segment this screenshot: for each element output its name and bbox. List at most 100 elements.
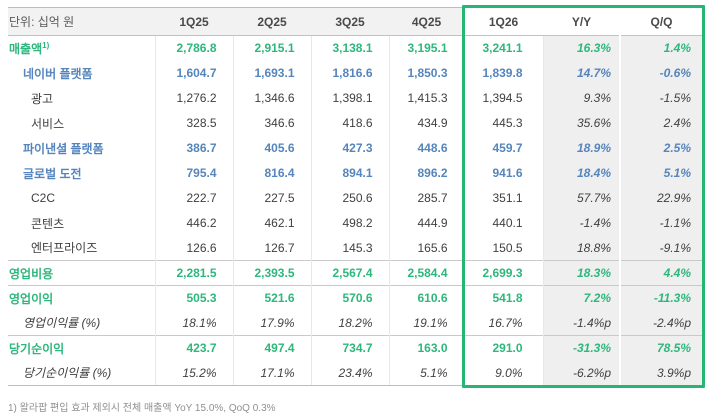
row-financial-platform: 파이낸셜 플랫폼 386.7 405.6 427.3 448.6 459.7 18.9% 2.… <box>8 135 703 161</box>
cell-c2c-yy: 57.7% <box>542 185 620 211</box>
cell-operating-expenses-2q25: 2,393.5 <box>232 260 311 286</box>
cell-advertising-4q25: 1,415.3 <box>388 85 464 111</box>
cell-services-yy: 35.6% <box>542 110 620 136</box>
row-naver-platform: 네이버 플랫폼 1,604.7 1,693.1 1,816.6 1,850.3 1,839… <box>8 60 703 86</box>
column-header-1q26: 1Q26 <box>464 7 543 36</box>
cell-content-qq: -1.1% <box>619 210 703 236</box>
cell-content-3q25: 498.2 <box>310 210 389 236</box>
cell-advertising-qq: -1.5% <box>619 85 703 111</box>
cell-enterprise-4q25: 165.6 <box>388 235 464 261</box>
row-label-operating-expenses: 영업비용 <box>8 260 155 286</box>
row-net-profit: 당기순이익 423.7 497.4 734.7 163.0 291.0 -31.3% 78.5… <box>8 335 703 361</box>
cell-net-margin-1q26: 9.0% <box>463 360 543 386</box>
row-label-content: 콘텐츠 <box>31 216 65 231</box>
cell-enterprise-qq: -9.1% <box>619 235 703 261</box>
cell-revenue-1q25: 2,786.8 <box>154 35 233 61</box>
cell-net-profit-1q26: 291.0 <box>463 335 543 361</box>
cell-global-challenge-4q25: 896.2 <box>388 160 464 186</box>
column-header-4q25: 4Q25 <box>389 7 464 36</box>
cell-operating-profit-2q25: 521.6 <box>232 285 311 311</box>
cell-services-4q25: 434.9 <box>388 110 464 136</box>
cell-global-challenge-2q25: 816.4 <box>232 160 311 186</box>
row-label-revenue: 매출액1) <box>9 40 50 56</box>
cell-enterprise-1q26: 150.5 <box>463 235 543 261</box>
row-operating-expenses: 영업비용 2,281.5 2,393.5 2,567.4 2,584.4 2,699.3 1… <box>8 260 703 286</box>
cell-financial-platform-1q26: 459.7 <box>463 135 543 161</box>
cell-services-2q25: 346.6 <box>232 110 311 136</box>
cell-enterprise-3q25: 145.3 <box>310 235 389 261</box>
column-header-1q25: 1Q25 <box>155 7 233 36</box>
row-operating-profit: 영업이익 505.3 521.6 570.6 610.6 541.8 7.2% -11.3% <box>8 285 703 311</box>
cell-operating-profit-yy: 7.2% <box>542 285 620 311</box>
cell-net-profit-qq: 78.5% <box>619 335 703 361</box>
cell-naver-platform-1q26: 1,839.8 <box>463 60 543 86</box>
cell-content-1q25: 446.2 <box>154 210 233 236</box>
cell-revenue-3q25: 3,138.1 <box>310 35 389 61</box>
cell-operating-profit-1q26: 541.8 <box>463 285 543 311</box>
cell-net-profit-2q25: 497.4 <box>232 335 311 361</box>
cell-net-profit-4q25: 163.0 <box>388 335 464 361</box>
cell-operating-margin-3q25: 18.2% <box>310 310 389 336</box>
cell-net-margin-3q25: 23.4% <box>310 360 389 386</box>
cell-operating-profit-3q25: 570.6 <box>310 285 389 311</box>
cell-net-margin-qq: 3.9%p <box>619 360 703 386</box>
cell-operating-expenses-3q25: 2,567.4 <box>310 260 389 286</box>
cell-operating-margin-4q25: 19.1% <box>388 310 464 336</box>
cell-operating-expenses-yy: 18.3% <box>542 260 620 286</box>
cell-net-margin-yy: -6.2%p <box>542 360 620 386</box>
cell-c2c-4q25: 285.7 <box>388 185 464 211</box>
cell-naver-platform-qq: -0.6% <box>619 60 703 86</box>
row-label-advertising: 광고 <box>31 91 54 106</box>
column-header-yy: Y/Y <box>543 7 620 36</box>
cell-services-3q25: 418.6 <box>310 110 389 136</box>
row-net-margin: 당기순이익률 (%) 15.2% 17.1% 23.4% 5.1% 9.0% -6.2%p 3… <box>8 360 703 386</box>
cell-naver-platform-4q25: 1,850.3 <box>388 60 464 86</box>
cell-financial-platform-yy: 18.9% <box>542 135 620 161</box>
cell-net-profit-3q25: 734.7 <box>310 335 389 361</box>
cell-revenue-4q25: 3,195.1 <box>388 35 464 61</box>
cell-enterprise-1q25: 126.6 <box>154 235 233 261</box>
cell-net-profit-yy: -31.3% <box>542 335 620 361</box>
footnote-marker: 1) <box>42 40 50 50</box>
row-label-net-profit: 당기순이익 <box>8 335 155 361</box>
cell-financial-platform-2q25: 405.6 <box>232 135 311 161</box>
row-label-naver-platform: 네이버 플랫폼 <box>23 66 93 81</box>
cell-advertising-3q25: 1,398.1 <box>310 85 389 111</box>
cell-operating-margin-qq: -2.4%p <box>619 310 703 336</box>
financial-results-table: 단위: 십억 원 1Q25 2Q25 3Q25 4Q25 1Q26 Y/Y Q/Q 매출액1… <box>8 7 703 386</box>
cell-naver-platform-3q25: 1,816.6 <box>310 60 389 86</box>
cell-revenue-qq: 1.4% <box>619 35 703 61</box>
row-c2c: C2C 222.7 227.5 250.6 285.7 351.1 57.7% 22.9% <box>8 185 703 211</box>
cell-content-yy: -1.4% <box>542 210 620 236</box>
column-header-3q25: 3Q25 <box>311 7 389 36</box>
row-operating-margin: 영업이익률 (%) 18.1% 17.9% 18.2% 19.1% 16.7% -1.4%p… <box>8 310 703 336</box>
cell-c2c-2q25: 227.5 <box>232 185 311 211</box>
row-label-operating-margin: 영업이익률 (%) <box>23 316 101 331</box>
cell-operating-profit-1q25: 505.3 <box>154 285 233 311</box>
cell-net-margin-2q25: 17.1% <box>232 360 311 386</box>
cell-global-challenge-qq: 5.1% <box>619 160 703 186</box>
column-header-2q25: 2Q25 <box>233 7 311 36</box>
cell-content-2q25: 462.1 <box>232 210 311 236</box>
row-label-net-margin: 당기순이익률 (%) <box>8 360 155 386</box>
cell-net-profit-1q25: 423.7 <box>154 335 233 361</box>
cell-advertising-1q25: 1,276.2 <box>154 85 233 111</box>
cell-global-challenge-3q25: 894.1 <box>310 160 389 186</box>
cell-services-1q26: 445.3 <box>463 110 543 136</box>
cell-operating-margin-2q25: 17.9% <box>232 310 311 336</box>
cell-revenue-1q26: 3,241.1 <box>463 35 543 61</box>
cell-enterprise-2q25: 126.7 <box>232 235 311 261</box>
cell-naver-platform-yy: 14.7% <box>542 60 620 86</box>
cell-content-4q25: 444.9 <box>388 210 464 236</box>
cell-global-challenge-1q25: 795.4 <box>154 160 233 186</box>
cell-global-challenge-1q26: 941.6 <box>463 160 543 186</box>
cell-operating-margin-yy: -1.4%p <box>542 310 620 336</box>
cell-operating-expenses-1q25: 2,281.5 <box>154 260 233 286</box>
cell-financial-platform-qq: 2.5% <box>619 135 703 161</box>
cell-financial-platform-4q25: 448.6 <box>388 135 464 161</box>
cell-content-1q26: 440.1 <box>463 210 543 236</box>
row-global-challenge: 글로벌 도전 795.4 816.4 894.1 896.2 941.6 18.4% 5.1% <box>8 160 703 186</box>
cell-c2c-3q25: 250.6 <box>310 185 389 211</box>
cell-c2c-1q26: 351.1 <box>463 185 543 211</box>
